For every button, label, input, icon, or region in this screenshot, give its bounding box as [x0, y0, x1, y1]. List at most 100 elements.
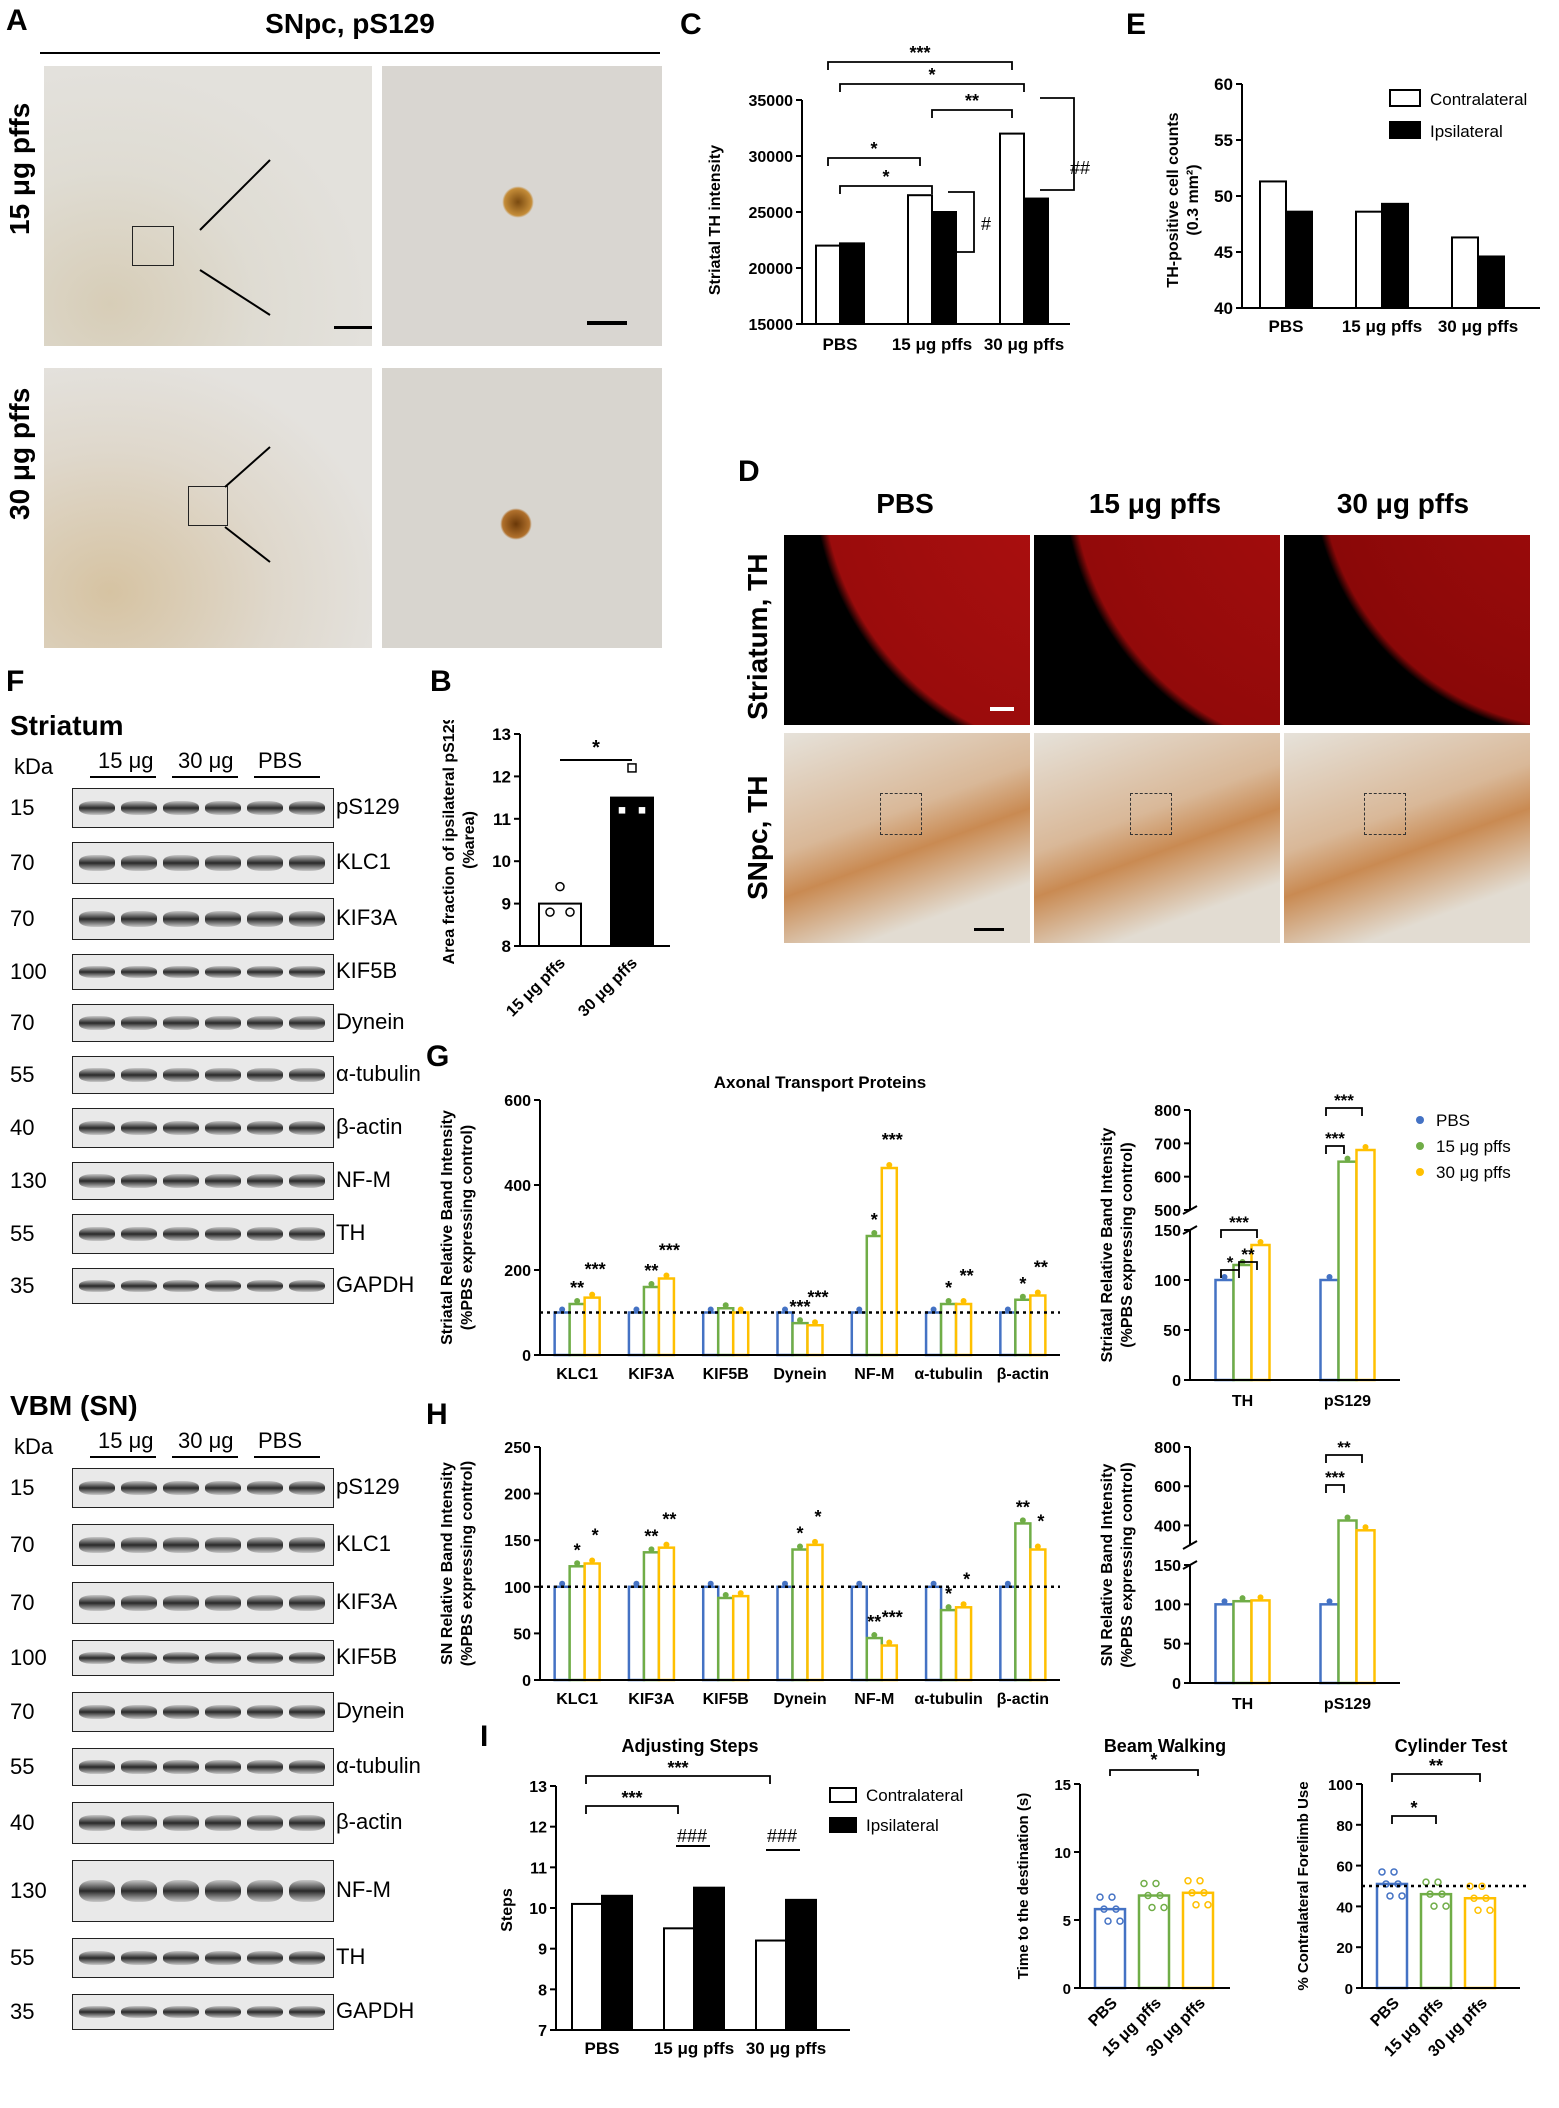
kda-marker: 55: [10, 1945, 35, 1970]
x-tick-label: 15 μg pffs: [654, 2039, 734, 2058]
data-point: [1160, 1903, 1168, 1912]
data-point: [1004, 1306, 1011, 1313]
blot-band: [289, 1174, 325, 1188]
y-tick-label: 50: [513, 1626, 531, 1643]
sig-marker: *: [945, 1278, 952, 1298]
blot-band: [79, 1120, 115, 1136]
data-point: [1257, 1594, 1264, 1601]
legend-label: 30 μg pffs: [1436, 1163, 1511, 1182]
y-tick-label: 100: [1154, 1273, 1181, 1290]
blot-band: [79, 1595, 115, 1611]
bar: [731, 1594, 750, 1682]
kda-marker: 70: [10, 1590, 35, 1615]
x-tick-label: Dynein: [773, 1691, 826, 1708]
blot-band: [163, 1537, 199, 1553]
bar: [553, 1585, 571, 1682]
blot-protein-name: Dynein: [336, 1698, 405, 1723]
micrograph-a-15-high: [382, 66, 662, 346]
y-tick-label: 200: [504, 1263, 531, 1280]
data-point: [1019, 1517, 1026, 1524]
sig-marker: *: [1227, 1253, 1234, 1272]
panel-label-d: D: [738, 455, 760, 488]
bar: [1451, 236, 1479, 309]
data-point: [1478, 1882, 1486, 1890]
blot-band: [79, 800, 115, 816]
y-tick-label: 13: [529, 1779, 547, 1796]
data-point: [737, 1306, 744, 1313]
data-point: [663, 1541, 670, 1548]
bar: [716, 1596, 735, 1682]
blot-band: [79, 855, 115, 871]
data-point: [1390, 1868, 1398, 1876]
blot-strip: [72, 1108, 334, 1148]
data-point: [1148, 1903, 1156, 1912]
blot-band: [289, 1950, 325, 1966]
blot-band: [247, 1950, 283, 1966]
sig-marker: **: [1337, 1438, 1351, 1457]
x-tick-label: pS129: [1324, 1696, 1371, 1713]
zoom-lines-a-15: [199, 159, 271, 316]
y-tick-label: 12: [529, 1820, 547, 1837]
y-tick-label: 600: [1154, 1479, 1181, 1496]
blot-protein-name: NF-M: [336, 1877, 391, 1902]
y-tick-label: 11: [493, 810, 511, 829]
panel-d-col-15: 15 μg pffs: [1088, 488, 1222, 519]
blot-strip: [72, 1524, 334, 1566]
kda-marker: 70: [10, 1010, 35, 1035]
x-tick-label: PBS: [1269, 317, 1304, 336]
x-tick-label: KIF5B: [703, 1691, 749, 1708]
blot-band: [289, 1760, 325, 1774]
blot-band: [205, 1120, 241, 1136]
y-tick-label: 600: [1154, 1170, 1181, 1187]
data-point: [960, 1601, 967, 1608]
blot-band: [247, 1704, 283, 1720]
data-point: [1326, 1598, 1333, 1605]
blot-band: [289, 1815, 325, 1831]
sig-marker: ***: [909, 43, 930, 63]
blot-band: [79, 1016, 115, 1030]
y-tick-label: 35000: [749, 93, 794, 110]
sig-marker: *: [870, 139, 877, 159]
blot-band: [163, 1480, 199, 1496]
data-point: [871, 1632, 878, 1639]
blot-band: [247, 1879, 283, 1903]
bar: [1232, 1263, 1253, 1382]
kda-marker: 70: [10, 1532, 35, 1557]
blot-band: [247, 1279, 283, 1293]
bar: [850, 1311, 869, 1357]
data-point: [1221, 1274, 1228, 1280]
data-point: [722, 1591, 729, 1598]
blot-band: [205, 1760, 241, 1774]
data-point: [960, 1298, 967, 1304]
x-tick-label: KIF5B: [703, 1366, 749, 1383]
bar: [806, 1324, 824, 1357]
data-point: [1474, 1906, 1482, 1914]
y-axis-label: (%area): [461, 811, 478, 869]
kda-marker: 40: [10, 1810, 35, 1835]
data-point: [1196, 1877, 1204, 1885]
blot-protein-name: Dynein: [336, 1009, 405, 1034]
bar: [865, 1234, 884, 1357]
blot-band: [79, 1068, 115, 1082]
blot-band: [289, 1068, 325, 1082]
data-point: [1362, 1524, 1369, 1531]
panel-label-f: F: [6, 665, 25, 698]
blot-band: [121, 1537, 157, 1553]
y-tick-label: 40: [1336, 1899, 1353, 1916]
panel-a-title-underline: [40, 52, 660, 54]
sig-marker: ***: [882, 1130, 903, 1150]
bar: [1232, 1599, 1253, 1685]
x-tick-label: 15 μg pffs: [503, 955, 569, 1021]
data-point: [1140, 1879, 1148, 1888]
bar: [1250, 1243, 1271, 1382]
y-axis-label: Striatal TH intensity: [707, 145, 724, 295]
y-tick-label: 10: [1054, 1845, 1071, 1862]
y-axis-label: Area fraction of ipsilateral pS129: [441, 720, 458, 964]
y-tick-label: 55: [1214, 131, 1233, 150]
blot-band: [79, 1950, 115, 1966]
bar: [1029, 1548, 1047, 1682]
data-point: [1116, 1917, 1124, 1925]
bar: [642, 1285, 661, 1357]
y-tick-label: 10: [492, 852, 511, 871]
lane-underline: [254, 776, 320, 778]
